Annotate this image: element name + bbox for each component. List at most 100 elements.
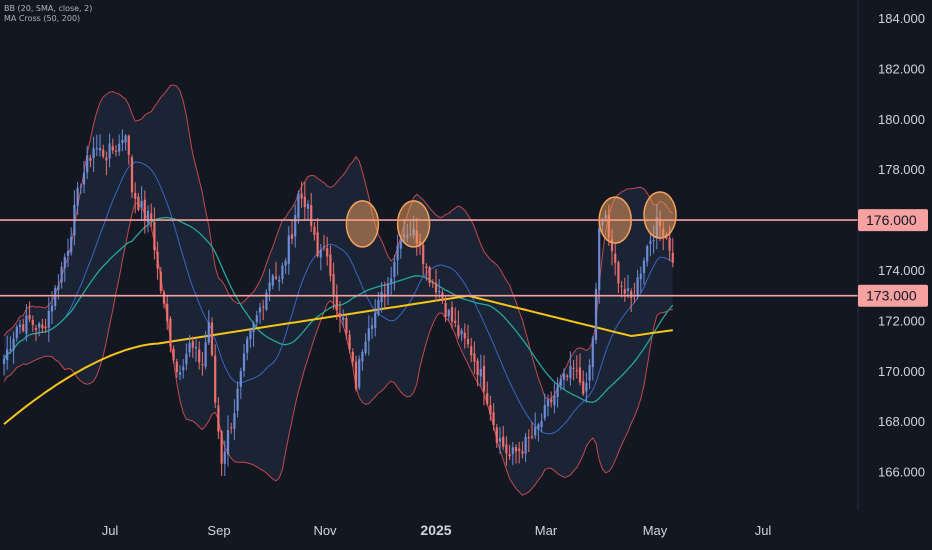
candle	[194, 339, 198, 362]
indicator-legend[interactable]: BB (20, SMA, close, 2) MA Cross (50, 200…	[4, 4, 92, 24]
candle	[18, 319, 22, 334]
legend-bb[interactable]: BB (20, SMA, close, 2)	[4, 4, 93, 13]
candle	[543, 393, 546, 421]
candle	[204, 331, 207, 370]
candle	[335, 284, 338, 320]
candle	[393, 255, 396, 291]
candle	[185, 343, 188, 371]
x-tick-label: Sep	[207, 523, 230, 538]
candle	[639, 266, 642, 293]
candle	[169, 316, 172, 353]
candle	[217, 397, 220, 439]
candle	[118, 134, 121, 156]
candle	[166, 295, 169, 330]
candle	[425, 263, 428, 281]
candle	[614, 243, 617, 276]
bb-basis-line	[3, 161, 673, 435]
candle	[578, 353, 582, 386]
candle	[102, 144, 105, 159]
y-tick-label: 184.000	[878, 11, 925, 26]
candle	[124, 134, 127, 151]
candle	[44, 318, 47, 333]
candle	[466, 324, 470, 348]
candle	[489, 395, 492, 421]
candle	[505, 436, 508, 466]
candle	[114, 145, 118, 157]
highlight-circle[interactable]	[598, 196, 632, 244]
x-tick-label: Mar	[535, 523, 558, 538]
candle	[569, 351, 572, 386]
candle	[534, 412, 537, 440]
candle	[313, 221, 316, 241]
candle	[457, 310, 460, 339]
candle	[242, 344, 246, 377]
candle	[518, 441, 521, 464]
candle	[572, 359, 575, 381]
candle	[502, 425, 505, 450]
candle	[511, 441, 514, 466]
candle	[2, 354, 6, 376]
candle	[463, 323, 466, 349]
candle	[498, 427, 502, 454]
candle	[620, 280, 623, 298]
y-tick-label: 168.000	[878, 414, 925, 429]
ma200-line	[3, 294, 673, 425]
y-tick-label: 180.000	[878, 112, 925, 127]
candle	[130, 154, 134, 198]
candle	[642, 257, 646, 285]
level-price-tag[interactable]	[858, 284, 928, 307]
candle	[441, 289, 444, 304]
legend-ma-cross[interactable]: MA Cross (50, 200)	[4, 14, 81, 23]
candle	[540, 413, 543, 433]
highlight-circle[interactable]	[643, 191, 677, 239]
candle	[473, 341, 476, 375]
candle	[82, 161, 86, 193]
candle	[431, 279, 434, 288]
candle	[636, 269, 639, 300]
candle	[76, 181, 79, 215]
candle	[86, 145, 89, 179]
candle	[537, 422, 540, 442]
candle	[258, 302, 262, 324]
candle	[108, 133, 111, 168]
candle	[239, 367, 242, 400]
candle	[252, 321, 255, 347]
candle	[6, 335, 9, 370]
candle	[396, 234, 399, 276]
highlight-circle[interactable]	[345, 200, 380, 248]
candle	[290, 219, 294, 245]
candle	[9, 336, 12, 354]
level-price-tag[interactable]	[858, 209, 928, 232]
candle	[594, 282, 598, 345]
candle	[22, 318, 25, 333]
candle	[623, 277, 626, 302]
candle	[297, 190, 300, 224]
y-axis[interactable]: 166.000 168.000 170.000 172.000 174.000 176.0…	[857, 0, 928, 510]
y-tick-label: 172.000	[878, 313, 925, 328]
candle	[271, 274, 274, 290]
candle	[476, 357, 479, 387]
candle	[530, 422, 534, 440]
candle	[380, 282, 383, 313]
candle	[111, 138, 114, 154]
x-tick-label: Jul	[102, 523, 119, 538]
candle	[60, 261, 63, 289]
candle	[470, 337, 473, 363]
bb-upper-line	[3, 84, 674, 400]
candle	[575, 355, 578, 379]
candle	[319, 244, 322, 271]
candle	[559, 374, 562, 391]
candle	[495, 424, 498, 448]
highlight-circle[interactable]	[396, 200, 431, 248]
candle	[482, 355, 486, 406]
highlight-circles-layer[interactable]	[345, 191, 677, 248]
candle	[508, 444, 511, 461]
ma50-line	[3, 216, 674, 403]
candle	[386, 277, 390, 305]
candle	[233, 399, 236, 440]
x-axis[interactable]: Jul Sep Nov 2025 Mar May Jul	[102, 522, 772, 538]
candle	[236, 381, 239, 418]
candle	[550, 391, 553, 408]
candle	[390, 266, 393, 297]
